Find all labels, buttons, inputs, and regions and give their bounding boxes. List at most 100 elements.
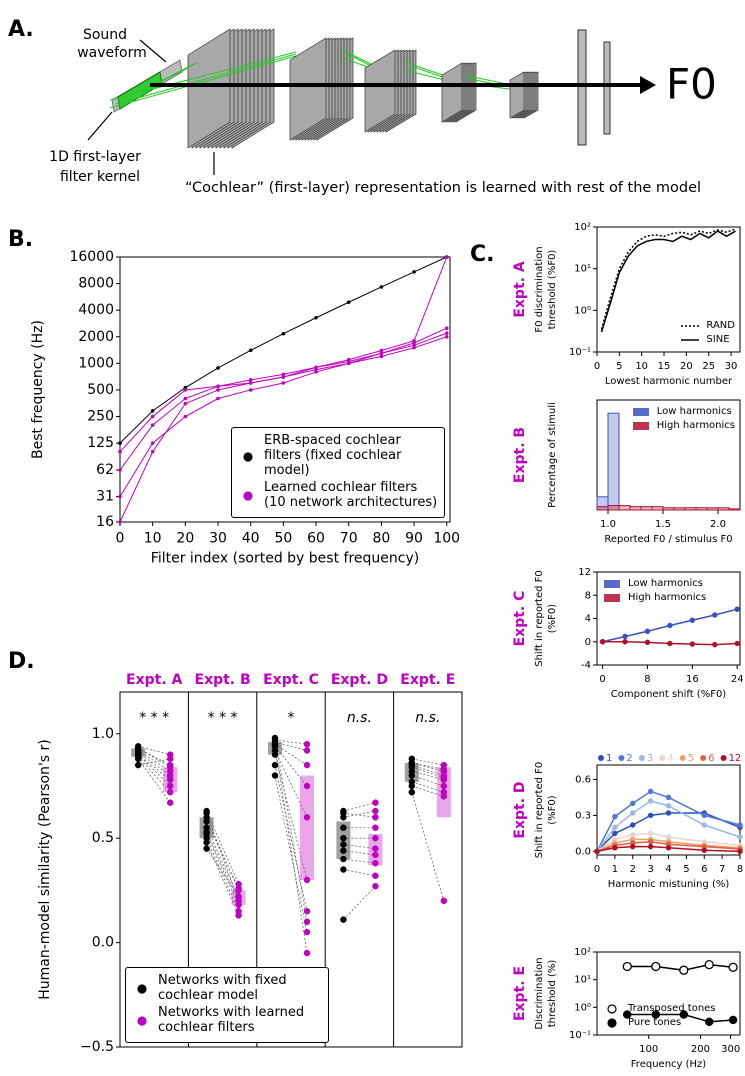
data-point <box>150 449 155 454</box>
pair-line <box>206 842 239 916</box>
data-point <box>372 814 379 821</box>
pair-line <box>411 781 444 793</box>
data-point <box>630 810 636 816</box>
legend-patch <box>632 422 649 430</box>
data-point <box>340 847 347 854</box>
data-point <box>612 824 618 831</box>
legend-swatch <box>243 452 253 462</box>
data-point <box>303 747 311 754</box>
y-tick-label: 1.0 <box>92 726 114 742</box>
plot-frame <box>119 691 463 1048</box>
data-point <box>622 633 628 640</box>
x-tick-label: 0 <box>599 674 605 685</box>
data-point <box>118 449 122 454</box>
data-point <box>303 876 311 884</box>
x-tick-label: 30 <box>725 361 738 372</box>
data-point <box>271 740 279 748</box>
data-point <box>701 822 707 828</box>
data-point <box>303 814 311 821</box>
pointer <box>87 111 113 141</box>
legend-label: 4 <box>667 753 673 764</box>
pair-line <box>343 850 376 856</box>
data-point <box>118 520 122 524</box>
data-point <box>712 612 718 618</box>
data-point <box>599 639 606 645</box>
category-label: Expt. A <box>126 672 183 688</box>
data-point <box>203 809 210 817</box>
data-point <box>303 908 311 915</box>
legend-label: ERB-spaced cochlear filters (fixed cochl… <box>264 433 402 479</box>
legend-swatch <box>137 1016 147 1026</box>
y-axis-label: F0 discrimination <box>534 246 545 332</box>
x-tick-label: 24 <box>731 674 744 685</box>
pair-line <box>274 754 308 881</box>
data-point <box>372 807 379 815</box>
y-tick-label: 10² <box>574 947 591 958</box>
data-point <box>612 830 618 837</box>
legend-item: Networks with fixed cochlear model <box>132 973 322 1004</box>
data-point <box>644 639 651 646</box>
diagram-label: waveform <box>77 45 147 61</box>
data-point <box>408 772 416 779</box>
legend-item: Networks with learned cochlear filters <box>132 1005 322 1036</box>
pair-line <box>137 754 171 787</box>
legend-marker <box>720 755 727 761</box>
legend-marker <box>679 755 686 761</box>
pair-line <box>138 758 171 766</box>
legend-marker <box>618 755 625 761</box>
x-tick-label: 1 <box>612 864 618 875</box>
data-point <box>647 843 654 850</box>
legend: Low harmonics High harmonics <box>631 404 735 434</box>
data-point <box>303 949 311 957</box>
data-point <box>340 834 347 842</box>
data-point <box>150 414 155 419</box>
x-tick-label: 5 <box>616 361 622 372</box>
y-tick-label: 0.0 <box>92 935 114 951</box>
legend-item: ERB-spaced cochlear filters (fixed cochl… <box>238 433 438 479</box>
experiment-label: Expt. E <box>512 966 528 1021</box>
legend-marker <box>607 1018 617 1028</box>
plot-frame <box>596 226 741 353</box>
data-point <box>216 384 220 389</box>
legend-item: High harmonics <box>631 420 735 432</box>
y-tick-label: 0.5 <box>92 830 114 846</box>
data-point <box>408 782 416 790</box>
x-tick-label: 30 <box>209 530 227 546</box>
data-point <box>651 961 661 972</box>
data-point <box>150 441 155 445</box>
data-point <box>647 798 654 804</box>
data-point <box>712 641 718 648</box>
legend: Low harmonics High harmonics <box>602 576 706 606</box>
x-tick-label: 4 <box>665 864 671 875</box>
data-point <box>444 255 449 259</box>
legend-patch <box>604 594 620 602</box>
data-point <box>704 959 714 970</box>
x-tick-label: 0 <box>116 530 125 546</box>
y-tick-label: 0 <box>585 637 591 648</box>
y-tick-label: 1000 <box>78 355 114 371</box>
significance-label: n.s. <box>415 710 440 726</box>
data-point <box>216 388 220 392</box>
data-point <box>303 782 311 790</box>
histogram-bar <box>640 506 653 511</box>
x-tick-label: 6 <box>701 864 707 875</box>
y-tick-label: 10¹ <box>574 975 591 986</box>
legend-marker <box>137 984 147 994</box>
y-tick-label: 125 <box>87 435 114 451</box>
y-tick-label: 4 <box>585 614 591 625</box>
data-point <box>314 367 318 372</box>
data-point <box>183 401 188 406</box>
pair-line <box>411 764 444 776</box>
histogram-bar <box>662 507 675 511</box>
x-tick-label: 200 <box>691 1044 710 1055</box>
data-point <box>372 859 379 867</box>
x-tick-label: 40 <box>242 530 260 546</box>
legend: Transposed tones Pure tones <box>602 1001 716 1031</box>
pointer <box>139 39 167 63</box>
pair-line <box>274 775 308 933</box>
feature-map <box>289 37 327 141</box>
y-axis-label: threshold (%) <box>547 960 558 1028</box>
legend-patch <box>604 580 620 588</box>
pair-line <box>274 737 308 922</box>
